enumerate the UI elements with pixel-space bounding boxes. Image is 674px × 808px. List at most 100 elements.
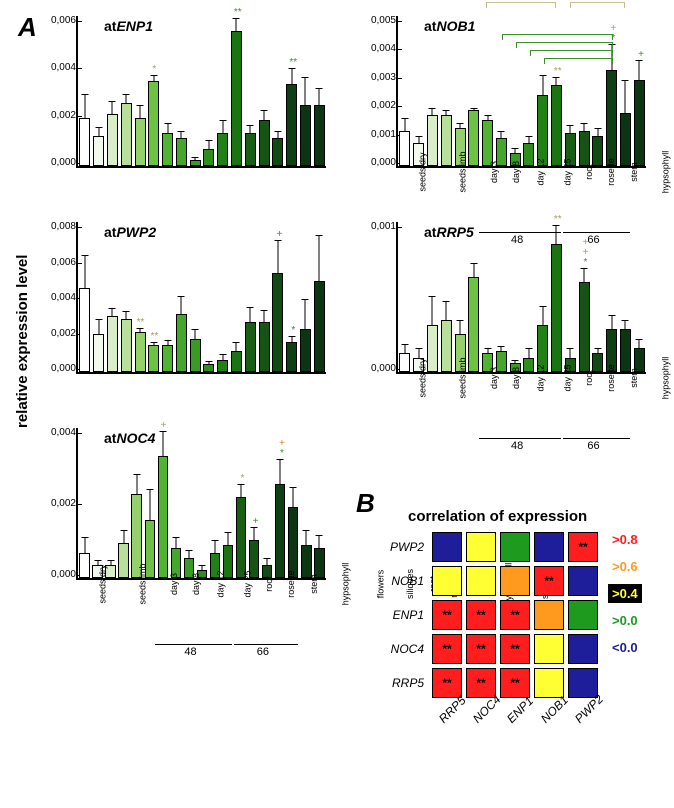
x-label: day 12 [536,158,548,185]
error-bar [112,308,113,316]
x-label: seeds imb [458,151,470,192]
significance-mark: + [253,517,259,527]
bar-wrap [591,222,605,372]
bar-wrap [426,222,440,372]
bar [620,113,631,166]
bar-wrap [312,16,326,166]
bar [231,31,242,166]
corr-cell [534,600,564,630]
bar-wrap [216,222,230,372]
error-bar [250,125,251,134]
error-bar [136,474,137,494]
bar-wrap [91,428,104,578]
error-bar [556,77,557,85]
bar-wrap [563,222,577,372]
error-bar [264,110,265,121]
bar [135,332,146,372]
corr-cell [500,532,530,562]
error-bar [84,94,85,118]
age-group-line [155,644,232,645]
bar [551,244,562,372]
error-bar [126,94,127,103]
correlation-legend: >0.8>0.6>0.4>0.0<0.0 [608,530,642,665]
error-bar [432,296,433,325]
error-bar [305,299,306,329]
error-bar [112,101,113,114]
y-tick: 0,006 [30,16,76,26]
significance-mark: ** [289,58,297,68]
y-tick: 0,004 [30,293,76,303]
bar-wrap [632,222,646,372]
error-bar [625,80,626,113]
correlation-title: correlation of expression [408,508,587,525]
bar [231,351,242,372]
error-bar [597,128,598,136]
panel-label-b: B [356,488,375,519]
bar [190,160,201,167]
bar [275,484,285,578]
bar-wrap [300,428,313,578]
x-label: day 3 [489,161,501,183]
significance-mark: + [583,238,589,248]
x-label: seeds imb [458,357,470,398]
significance-mark: ** [150,332,158,342]
bar [441,115,452,166]
error-bar [214,540,215,553]
bar-wrap [467,16,481,166]
x-labels: seeds dryseeds imbday 3day 8day 12day 25… [398,168,646,180]
chart-pwp2: atPWP20,0000,0020,0040,0060,008****+* [76,222,326,374]
error-bar [241,484,242,497]
x-label: seeds imb [138,563,150,604]
age-group-line [563,438,630,439]
bar [523,143,534,166]
error-bar [501,131,502,139]
bar [259,120,270,166]
bar-wrap [243,16,257,166]
significance-mark: + [638,50,644,60]
bar-wrap [412,222,426,372]
bar [300,105,311,166]
error-bar [195,157,196,159]
bar [399,131,410,166]
error-bar [418,136,419,144]
x-labels: seeds dryseeds imbday 3day 8day 12day 25… [398,374,646,386]
x-label: stem [309,574,321,594]
age-group-label: 66 [587,440,599,452]
bar-wrap [299,222,313,372]
y-tick: 0,002 [30,111,76,121]
error-bar [84,255,85,288]
y-tick: 0,004 [30,63,76,73]
correlation-grid: PWP2**NOB1**ENP1******NOC4******RRP5****… [378,532,598,698]
x-label: root [264,576,276,592]
bar-wrap [453,222,467,372]
error-bar [236,342,237,351]
y-ticks: 0,0000,001 [350,222,396,374]
corr-cell [466,566,496,596]
bar [551,85,562,166]
bar-wrap [78,16,92,166]
x-label: root [584,370,596,386]
bar-wrap [147,16,161,166]
y-ticks: 0,0000,0020,0040,006 [30,16,76,168]
corr-col-labels: RRP5NOC4ENP1NOB1PWP2 [436,716,606,730]
error-bar [487,348,488,353]
bar-wrap [174,16,188,166]
significance-mark: * [152,65,156,75]
significance-mark: ** [554,67,562,77]
bar [300,329,311,372]
x-label: day 3 [169,573,181,595]
bar [537,95,548,166]
corr-cell: ** [466,600,496,630]
age-group-label: 48 [184,646,196,658]
error-bar [542,75,543,95]
error-bar [149,489,150,519]
bar [107,316,118,372]
significance-mark: + [583,248,589,258]
error-bar [222,354,223,360]
error-bar [175,537,176,547]
bar-wrap [426,16,440,166]
significance-mark: + [161,421,167,431]
bar [79,118,90,166]
bar-wrap [208,428,221,578]
bar-wrap [230,222,244,372]
